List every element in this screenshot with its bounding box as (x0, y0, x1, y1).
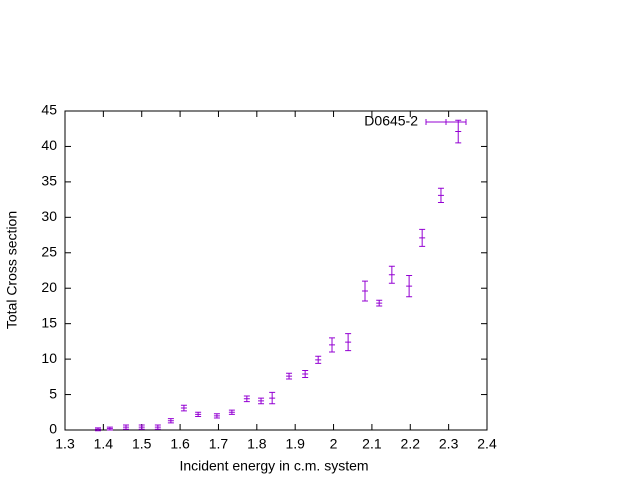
error-bar (243, 395, 250, 403)
error-bar (154, 424, 161, 430)
error-bar (269, 391, 276, 405)
error-bar (180, 404, 187, 412)
x-tick-label: 2.4 (477, 436, 497, 452)
error-bar (362, 280, 369, 302)
y-tick-label: 20 (41, 279, 57, 295)
x-tick-label: 2.2 (401, 436, 421, 452)
error-bar (406, 274, 413, 298)
y-tick-label: 40 (41, 137, 57, 153)
legend-sample (425, 119, 467, 125)
y-tick-label: 30 (41, 208, 57, 224)
error-bar (419, 228, 426, 247)
x-tick-label: 1.5 (132, 436, 152, 452)
x-tick-label: 1.8 (247, 436, 267, 452)
x-tick-label: 1.3 (55, 436, 75, 452)
y-axis-label: Total Cross section (4, 211, 20, 329)
x-tick-label: 1.9 (285, 436, 305, 452)
plot-frame (64, 110, 488, 431)
x-tick-label: 2 (330, 436, 338, 452)
error-bar (106, 426, 113, 431)
x-tick-label: 2.1 (362, 436, 382, 452)
x-tick-label: 2.3 (439, 436, 459, 452)
x-tick-label: 1.6 (170, 436, 190, 452)
x-axis-label: Incident energy in c.m. system (179, 458, 368, 474)
error-bar (345, 333, 352, 352)
legend-label: D0645-2 (364, 113, 418, 129)
error-bar (329, 337, 336, 353)
error-bar (388, 265, 395, 284)
error-bar (138, 424, 145, 430)
y-tick-label: 10 (41, 350, 57, 366)
error-bar (286, 372, 293, 380)
error-bar (213, 413, 220, 419)
y-tick-label: 0 (49, 421, 57, 437)
error-bar (302, 369, 309, 379)
y-tick-label: 25 (41, 243, 57, 259)
error-bar (258, 397, 265, 405)
error-bar (455, 119, 462, 144)
error-bar (437, 187, 444, 203)
error-bar (122, 424, 129, 430)
error-bar (376, 299, 383, 307)
y-tick-label: 15 (41, 314, 57, 330)
x-tick-label: 1.7 (209, 436, 229, 452)
error-bar (167, 418, 174, 424)
error-bar (228, 409, 235, 415)
error-bar (94, 427, 101, 432)
y-tick-label: 5 (49, 385, 57, 401)
error-bar (315, 355, 322, 364)
y-tick-label: 35 (41, 173, 57, 189)
error-bar (195, 411, 202, 418)
x-tick-label: 1.4 (94, 436, 114, 452)
y-tick-label: 45 (41, 102, 57, 118)
